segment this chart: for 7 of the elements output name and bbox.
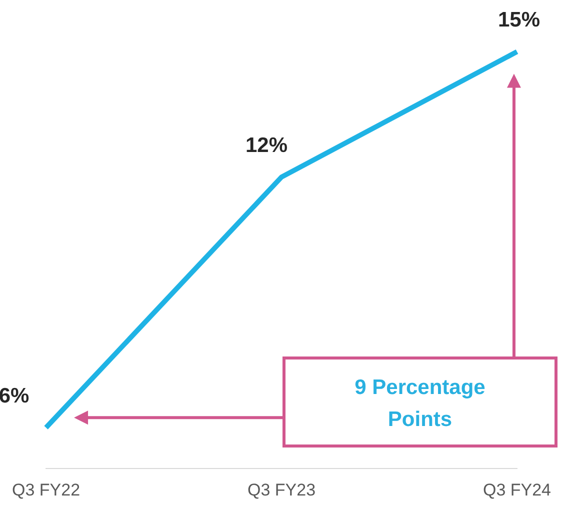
data-label: 15%	[498, 8, 540, 32]
x-tick-label: Q3 FY23	[247, 480, 316, 500]
data-label: 6%	[0, 384, 30, 408]
x-tick-label: Q3 FY22	[12, 480, 80, 500]
data-label: 12%	[245, 134, 288, 157]
annotation: 9 Percentage Points	[354, 376, 486, 431]
x-tick-label: Q3 FY24	[482, 480, 552, 500]
